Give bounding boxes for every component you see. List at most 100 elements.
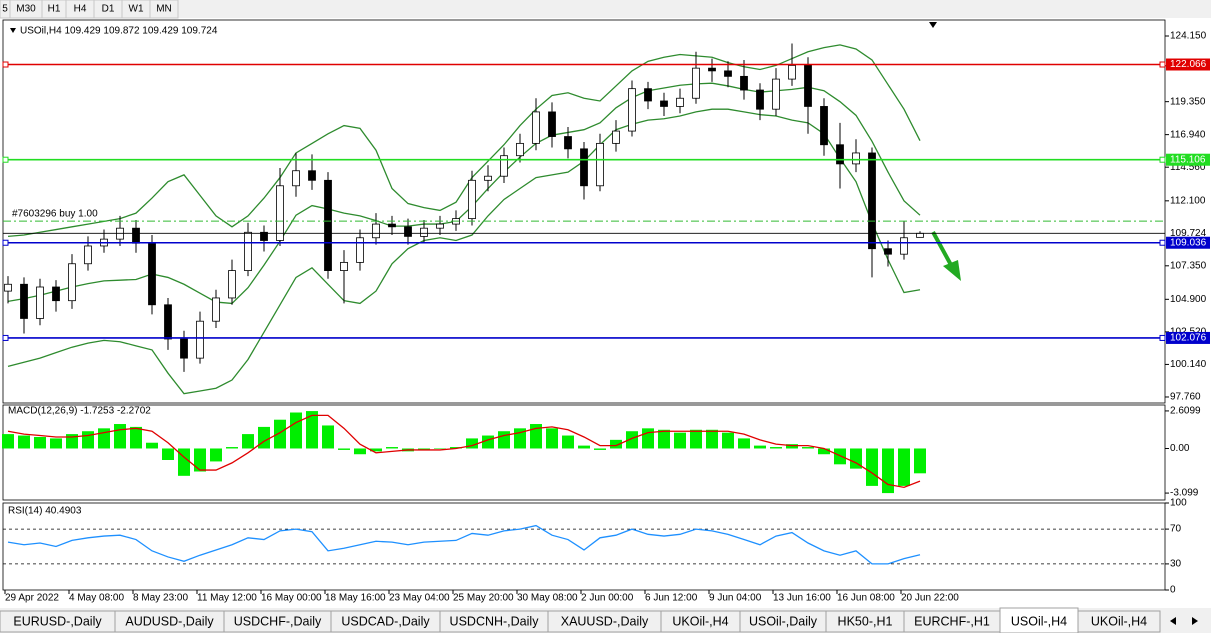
- macd-bar: [210, 448, 222, 462]
- tab-label[interactable]: UKOil-,H4: [672, 614, 728, 628]
- tab-label[interactable]: USDCAD-,Daily: [341, 614, 430, 628]
- macd-bar: [82, 431, 94, 449]
- macd-bar: [866, 448, 878, 486]
- macd-bar: [594, 448, 606, 450]
- timeframe-label[interactable]: H4: [74, 4, 87, 15]
- timeframe-label[interactable]: H1: [48, 4, 61, 15]
- order-label: #7603296 buy 1.00: [12, 209, 98, 220]
- macd-bar: [818, 448, 830, 455]
- macd-bar: [50, 438, 62, 449]
- tab[interactable]: [1077, 610, 1161, 633]
- shift-marker: [929, 22, 937, 28]
- tab-label[interactable]: USOil-,H4: [1011, 614, 1067, 628]
- tab-label[interactable]: UKOil-,H4: [1091, 614, 1147, 628]
- macd-bar: [258, 426, 270, 449]
- macd-bar: [370, 448, 382, 452]
- macd-bar: [578, 445, 590, 449]
- tab-label[interactable]: EURUSD-,Daily: [13, 614, 102, 628]
- macd-bar: [738, 438, 750, 449]
- candle-body: [532, 111, 540, 144]
- macd-bar: [498, 431, 510, 449]
- x-tick-label: 9 Jun 04:00: [709, 593, 762, 604]
- tab-label[interactable]: AUDUSD-,Daily: [125, 614, 214, 628]
- x-tick-label: 6 Jun 12:00: [645, 593, 698, 604]
- candle-body: [676, 97, 684, 107]
- level-anchor: [1159, 61, 1166, 68]
- macd-bar: [18, 435, 30, 449]
- rsi-panel: [2, 502, 1166, 591]
- candle-body: [420, 227, 428, 237]
- level-box: [1166, 331, 1210, 344]
- timeframe-button[interactable]: [149, 0, 179, 19]
- macd-bar: [674, 432, 686, 449]
- y-tick-label: 107.350: [1170, 260, 1207, 271]
- candle-body: [164, 304, 172, 340]
- macd-bar: [914, 448, 926, 474]
- level-anchor: [2, 61, 9, 68]
- toolbar: [0, 0, 1211, 18]
- tab-scroll-right[interactable]: [1192, 617, 1198, 625]
- tab-label[interactable]: USDCHF-,Daily: [234, 614, 322, 628]
- candle-body: [68, 263, 76, 302]
- macd-bar: [642, 428, 654, 449]
- tab[interactable]: [999, 607, 1079, 633]
- candle-body: [180, 338, 188, 359]
- candle-body: [900, 237, 908, 255]
- y-tick-label: 116.940: [1170, 129, 1206, 140]
- timeframe-label[interactable]: D1: [102, 4, 115, 15]
- bid-box: [1166, 227, 1210, 240]
- timeframe-label[interactable]: MN: [156, 4, 172, 15]
- x-tick-label: 18 May 16:00: [325, 593, 386, 604]
- level-anchor: [2, 334, 9, 341]
- candle-body: [468, 179, 476, 220]
- level-anchor: [2, 239, 9, 246]
- candle-body: [596, 142, 604, 187]
- candle-body: [836, 144, 844, 165]
- x-tick-label: 2 Jun 00:00: [581, 593, 634, 604]
- macd-bar: [130, 426, 142, 449]
- timeframe-label[interactable]: W1: [129, 4, 144, 15]
- tab-label[interactable]: USOil-,Daily: [749, 614, 818, 628]
- macd-bar: [226, 447, 238, 449]
- timeframe-label[interactable]: M30: [16, 4, 36, 15]
- candle-body: [324, 179, 332, 271]
- x-tick-label: 25 May 20:00: [453, 593, 514, 604]
- tab-label[interactable]: EURCHF-,H1: [914, 614, 990, 628]
- timeframe-label[interactable]: 5: [2, 4, 8, 15]
- indicator-title: MACD(12,26,9) -1.7253 -2.2702: [8, 406, 151, 417]
- x-tick-label: 29 Apr 2022: [5, 593, 59, 604]
- level-anchor: [1159, 239, 1166, 246]
- y-tick-label: 100.140: [1170, 359, 1207, 370]
- x-tick-label: 13 Jun 16:00: [773, 593, 831, 604]
- candle-body: [788, 65, 796, 80]
- y-tick-label: 112.100: [1170, 195, 1206, 206]
- level-label: 115.106: [1170, 154, 1206, 165]
- tab-label[interactable]: USDCNH-,Daily: [450, 614, 540, 628]
- x-tick-label: 4 May 08:00: [69, 593, 124, 604]
- y-tick-label: -3.099: [1170, 488, 1199, 499]
- candle-body: [84, 245, 92, 265]
- macd-bar: [434, 448, 446, 449]
- candle-body: [20, 283, 28, 319]
- symbol-marker: [10, 28, 16, 33]
- x-tick-label: 16 Jun 08:00: [837, 593, 895, 604]
- candle-body: [308, 170, 316, 181]
- tab-label[interactable]: HK50-,H1: [838, 614, 893, 628]
- macd-bar: [466, 438, 478, 449]
- tab-scroll-left[interactable]: [1170, 617, 1176, 625]
- macd-bar: [546, 428, 558, 449]
- level-box: [1166, 153, 1210, 166]
- indicator-title: RSI(14) 40.4903: [8, 506, 82, 517]
- macd-bar: [690, 429, 702, 449]
- candle-body: [52, 286, 60, 302]
- macd-bar: [418, 448, 430, 450]
- y-tick-label: 70: [1170, 524, 1182, 535]
- x-tick-label: 11 May 12:00: [197, 593, 257, 604]
- macd-bar: [354, 448, 366, 455]
- candle-body: [132, 227, 140, 244]
- candle-body: [564, 136, 572, 150]
- macd-bar: [386, 447, 398, 449]
- tab-label[interactable]: XAUUSD-,Daily: [561, 614, 649, 628]
- candle-body: [372, 223, 380, 239]
- candle-body: [884, 248, 892, 255]
